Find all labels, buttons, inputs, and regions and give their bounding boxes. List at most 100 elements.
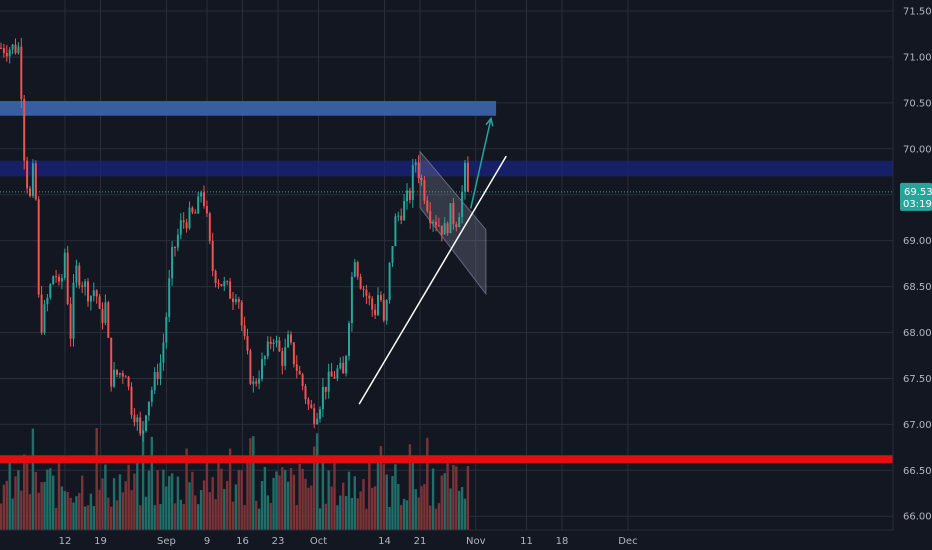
volume-bar: [188, 482, 191, 530]
candle-body: [411, 165, 414, 200]
candle-body: [417, 162, 420, 178]
candle-body: [0, 47, 2, 49]
candle-body: [176, 234, 179, 248]
candle-body: [379, 295, 382, 300]
candle-body: [205, 205, 208, 214]
candle-body: [142, 430, 145, 434]
volume-bar: [92, 506, 95, 530]
volume-bar: [353, 476, 356, 530]
candle-body: [382, 299, 385, 321]
volume-bar: [431, 468, 435, 530]
x-tick-label: Oct: [310, 536, 327, 547]
candle-body: [121, 373, 124, 377]
candle-body: [403, 201, 406, 221]
candle-body: [261, 359, 263, 379]
candle-body: [101, 308, 104, 324]
candle-body: [443, 223, 446, 235]
candle-body: [420, 177, 423, 180]
volume-bar: [333, 462, 336, 530]
candle-body: [153, 371, 156, 391]
volume-bar: [423, 484, 426, 530]
candle-body: [5, 52, 8, 57]
volume-bar: [420, 486, 423, 530]
candle-body: [75, 265, 78, 283]
volume-bar: [272, 477, 275, 530]
bar-countdown: 03:19:08: [903, 199, 932, 210]
volume-bar: [130, 490, 133, 530]
x-tick-label: Nov: [466, 536, 486, 547]
volume-bar: [185, 448, 188, 530]
candle-body: [290, 334, 292, 343]
volume-bar: [243, 505, 246, 530]
volume-bar: [17, 470, 20, 530]
volume-bar: [205, 458, 209, 530]
candle-body: [461, 191, 464, 218]
candle-body: [292, 342, 295, 365]
volume-bar: [379, 446, 383, 530]
volume-bar: [112, 478, 116, 530]
volume-bar: [324, 503, 327, 530]
volume-bar: [301, 468, 304, 530]
volume-bar: [179, 499, 182, 530]
volume-bar: [347, 471, 351, 530]
candle-body: [104, 302, 107, 324]
volume-bar: [394, 464, 397, 530]
candle-body: [2, 47, 5, 53]
volume-bar: [295, 505, 298, 530]
candle-body: [266, 341, 269, 357]
volume-bar: [165, 486, 168, 530]
candle-body: [66, 252, 69, 305]
volume-bar: [0, 503, 3, 530]
volume-bar: [356, 498, 359, 530]
candle-body: [281, 351, 284, 366]
candle-body: [211, 240, 214, 272]
candle-body: [130, 386, 133, 415]
y-tick-label: 71.000: [903, 52, 932, 63]
candle-body: [174, 246, 176, 248]
candle-body: [240, 302, 243, 326]
volume-bar: [75, 496, 78, 530]
candle-body: [388, 262, 391, 301]
candle-body: [55, 276, 58, 278]
candle-body: [435, 221, 437, 226]
y-tick-label: 68.500: [903, 282, 932, 293]
candle-body: [313, 407, 316, 425]
candlestick-series: [0, 37, 469, 442]
volume-bar: [31, 428, 35, 530]
time-axis[interactable]: 12 19 Sep 9 16 23 Oct 14 21 Nov 11 18 Dec: [59, 536, 638, 547]
volume-bar: [318, 508, 322, 530]
x-tick-label: 11: [520, 536, 533, 547]
candle-body: [336, 368, 339, 379]
candle-body: [437, 225, 440, 227]
volume-bar: [182, 504, 185, 530]
candle-body: [426, 200, 429, 212]
candle-body: [432, 221, 435, 224]
candle-body: [301, 374, 304, 387]
upper-resistance-zone: [0, 101, 497, 116]
volume-bar: [81, 475, 84, 530]
y-tick-label: 70.000: [903, 144, 932, 155]
volume-bar: [78, 493, 81, 530]
candle-body: [255, 381, 258, 384]
volume-bar: [139, 505, 142, 530]
x-tick-label: 19: [94, 536, 107, 547]
candle-body: [95, 290, 98, 297]
volume-bar: [5, 480, 8, 530]
candle-body: [304, 386, 307, 400]
candle-body: [330, 371, 333, 377]
volume-bar: [153, 505, 156, 530]
volume-bar: [25, 462, 29, 530]
x-tick-label: Sep: [157, 536, 176, 547]
candle-body: [14, 44, 17, 54]
volume-bar: [217, 461, 220, 530]
candle-body: [203, 192, 205, 206]
volume-bar: [240, 470, 243, 530]
volume-bar: [197, 504, 200, 530]
volume-bar: [298, 463, 301, 530]
candle-body: [136, 417, 139, 423]
x-tick-label: 12: [59, 536, 72, 547]
candle-body: [147, 401, 150, 416]
volume-bar: [2, 484, 6, 530]
candle-body: [188, 207, 191, 229]
